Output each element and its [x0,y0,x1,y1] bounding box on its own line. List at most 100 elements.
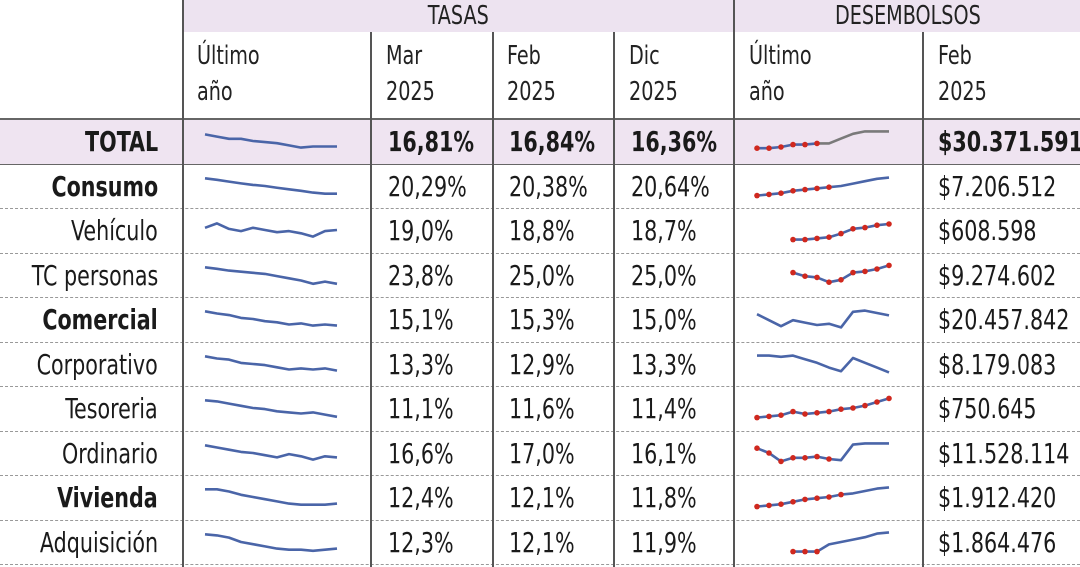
row-divider [0,297,1080,298]
row-label: Ordinario [62,436,158,470]
disbursement-feb-2025: $20.457.842 [938,303,1070,336]
disbursement-feb-2025: $30.371.591 [938,125,1080,158]
rate-dic-2025: 16,36% [631,125,718,158]
rate-mar-2025: 11,1% [388,392,454,425]
sparkline [756,309,890,329]
sparkline [204,532,338,552]
rate-mar-2025: 16,6% [388,436,454,470]
disbursement-feb-2025: $608.598 [938,214,1037,247]
sparkline-series [204,176,337,195]
sparkline-marker [814,235,820,242]
sparkline-marker [802,454,808,461]
sparkline-marker [826,408,832,415]
sparkline-marker [778,189,784,196]
sparkline-marker [814,185,820,191]
rate-feb-2025: 15,3% [509,303,575,336]
sparkline-marker [754,192,760,198]
sparkline-marker [826,494,832,500]
col-header-tasas-ultimo-ano: Último año [197,41,260,107]
row-divider [0,430,1080,432]
sparkline-marker [814,274,820,280]
rate-dic-2025: 11,4% [631,392,697,425]
rate-feb-2025: 25,0% [509,258,575,292]
row-label: Adquisición [39,525,158,559]
divider [613,32,615,567]
disbursement-feb-2025: $9.274.602 [938,258,1057,292]
divider [492,32,494,567]
sparkline-marker [826,455,832,462]
sparkline-marker [802,411,808,417]
disbursement-feb-2025: $8.179.083 [938,347,1057,381]
row-label: Vivienda [57,481,158,514]
rate-feb-2025: 18,8% [509,214,575,247]
sparkline-marker [862,268,868,274]
sparkline [754,175,890,198]
sparkline [204,265,338,285]
sparkline-marker [754,503,760,510]
row-divider [0,564,1080,565]
sparkline-marker [874,399,880,405]
row-divider [0,208,1080,209]
sparkline-marker [790,187,796,194]
sparkline-marker [802,272,808,279]
sparkline-marker [838,406,844,412]
sparkline [754,441,889,464]
sparkline-marker [790,141,796,148]
sparkline-marker [766,502,772,509]
rate-mar-2025: 12,4% [388,481,454,514]
disbursement-feb-2025: $7.206.512 [938,169,1057,203]
sparkline-marker [814,548,820,554]
sparkline [204,133,337,149]
sparkline [790,221,892,243]
row-label: TC personas [31,258,158,292]
rate-mar-2025: 12,3% [388,525,454,559]
sparkline-marker [802,186,808,192]
col-header-desembolsos-feb-2025: Feb 2025 [938,41,987,107]
divider [733,0,735,567]
rate-mar-2025: 20,29% [388,169,467,203]
sparkline-marker [790,408,796,415]
row-divider [0,386,1080,387]
sparkline-series [828,175,890,188]
row-label: Consumo [51,169,158,203]
group-header-tasas: TASAS [183,0,733,32]
row-divider [0,341,1080,343]
sparkline-marker [778,458,784,464]
rate-dic-2025: 11,8% [631,481,697,514]
rate-feb-2025: 12,1% [509,525,575,559]
sparkline-marker [766,449,772,456]
sparkline [204,176,337,195]
disbursement-feb-2025: $11.528.114 [938,436,1070,470]
rate-mar-2025: 16,81% [388,125,475,158]
sparkline-marker [790,269,796,275]
sparkline-marker [826,278,832,285]
sparkline-marker [814,495,820,501]
row-label: TOTAL [84,125,158,158]
sparkline [205,487,338,507]
row-label: Comercial [42,303,158,336]
row-label: Corporativo [36,347,158,381]
sparkline-marker [754,414,760,421]
rate-feb-2025: 12,9% [509,347,575,381]
sparkline-marker [886,262,892,268]
sparkline-series [204,399,338,419]
sparkline [754,486,890,510]
disbursement-feb-2025: $750.645 [938,392,1037,425]
sparkline-marker [874,222,880,228]
sparkline-marker [790,548,796,554]
sparkline-series [204,222,338,238]
sparkline-marker [862,402,868,409]
sparkline-marker [838,276,844,283]
row-label: Tesoreria [65,392,158,425]
rate-feb-2025: 12,1% [509,481,575,514]
group-header-desembolsos: DESEMBOLSOS [735,0,1080,32]
sparkline-marker [790,499,796,505]
sparkline-marker [802,548,808,554]
sparkline [204,310,338,327]
sparkline-series [816,530,890,553]
sparkline [204,354,338,372]
sparkline-marker [778,501,784,507]
sparkline [204,222,338,238]
sparkline-marker [802,496,808,503]
col-header-feb-2025: Feb 2025 [507,41,556,107]
